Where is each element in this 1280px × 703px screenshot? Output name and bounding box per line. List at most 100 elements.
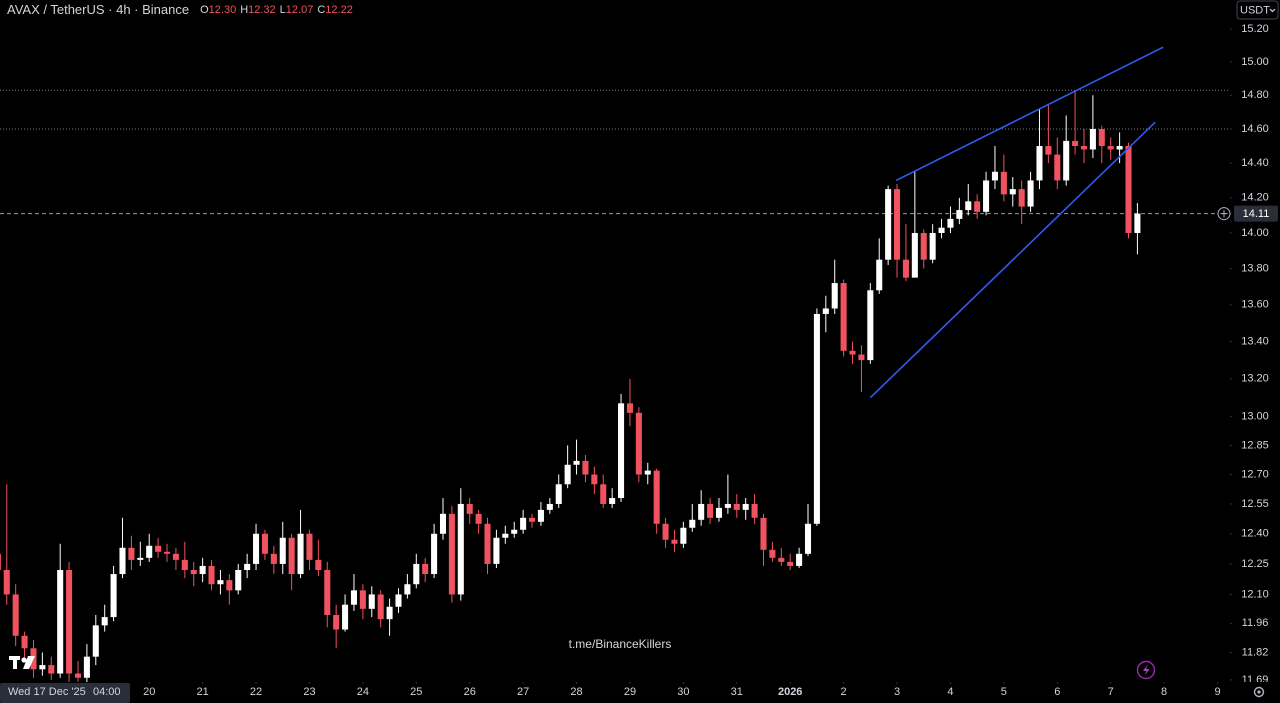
y-tick-label: 13.00 [1241,411,1269,423]
candle-body [537,509,544,522]
add-alert-button[interactable] [1217,207,1231,221]
candle-body [1045,146,1052,155]
candle-body [315,559,322,570]
y-tick-label: 13.40 [1241,335,1269,347]
x-tick-label: 26 [464,686,476,698]
candle-body [172,553,179,560]
candle-body [609,498,616,504]
candle-body [689,519,696,528]
y-tick-label: 13.80 [1241,263,1269,275]
time-axis-bg [0,682,1280,703]
price-label-box [1234,205,1278,222]
crosshair-time-box [0,683,130,703]
candle-body [813,313,820,524]
y-tick-label: 13.20 [1241,373,1269,385]
candle-body [1054,154,1061,181]
ohlc-value: 12.07 [285,4,314,16]
y-tick-label: 12.85 [1241,439,1269,451]
candle-body [511,529,518,534]
candle-body [484,523,491,564]
candle-body [733,503,740,510]
tradingview-logo [9,656,35,669]
candle-body [724,503,731,508]
lightning-button[interactable] [1136,660,1156,680]
candle-body [1107,146,1114,150]
currency-box [1236,0,1279,20]
candle-body [163,551,171,554]
candle-body [448,513,455,595]
candle-body [57,569,64,674]
candle-body [466,503,473,514]
candle-body [395,594,402,607]
candle-body [911,232,918,278]
x-tick-label: 3 [894,686,900,698]
candle-body [101,617,108,626]
candle-body [564,464,571,485]
candle-body [306,533,313,560]
candle-body [253,533,260,564]
candle-body [137,557,144,560]
candle-body [618,403,625,499]
candle-body [822,308,829,314]
candle-body [190,569,197,575]
currency-selector[interactable]: USDT [1236,0,1279,20]
candle-body [742,503,749,510]
logo-part [21,657,27,663]
y-tick-label: 13.60 [1241,299,1269,311]
candle-body [244,563,251,570]
x-tick-label: 8 [1161,686,1167,698]
candle-body [110,574,117,618]
candle-body [413,563,420,585]
candle-body [1027,180,1034,207]
ohlc-key: C [317,4,326,16]
candle-body [181,559,188,570]
candle-body [698,503,705,520]
watermark: t.me/BinanceKillers [569,637,672,651]
candle-body [573,460,580,465]
candle-body [83,656,90,678]
price-axis-bg [1230,20,1280,682]
x-tick-label: 27 [517,686,529,698]
candle-body [707,503,714,518]
x-tick-label: 23 [303,686,315,698]
y-tick-label: 11.82 [1242,646,1269,658]
candle-body [849,350,856,355]
candle-body [520,517,527,530]
candle-body [270,553,277,564]
y-tick-label: 14.20 [1241,192,1269,204]
ohlc-key: O [200,4,209,16]
candle-body [947,218,954,228]
symbol-title: AVAX / TetherUS · 4h · Binance [7,2,190,17]
candle-body [208,565,215,585]
candle-body [333,615,340,630]
candle-body [644,470,651,475]
plus-icon [1220,210,1228,218]
candle-body [991,171,998,181]
candle-body [974,201,981,212]
candle-body [582,460,589,475]
x-tick-label: 7 [1108,686,1114,698]
candle-body [0,553,1,570]
candle-body [217,580,224,585]
axes-layer: 15.20 15.00 14.80 14.60 14.40 14.20 14.00 13.80… [0,20,1280,703]
candle-body [368,594,375,609]
candle-body [493,537,500,564]
ohlc-value: 12.32 [248,4,276,16]
candles-layer [0,90,1141,687]
x-tick-label: 28 [570,686,582,698]
candle-body [92,625,99,657]
x-tick-label: 6 [1054,686,1060,698]
settings-button[interactable] [1253,686,1265,698]
candle-body [12,594,19,636]
y-tick-label: 12.55 [1241,498,1269,510]
lightning-icon [1143,664,1150,676]
candle-body [920,232,927,260]
candle-body [359,590,366,609]
candle-body [546,503,553,510]
drawings-layer [869,46,1164,399]
candle-body [119,547,126,575]
candle-body [804,523,812,554]
candle-body [653,470,660,524]
